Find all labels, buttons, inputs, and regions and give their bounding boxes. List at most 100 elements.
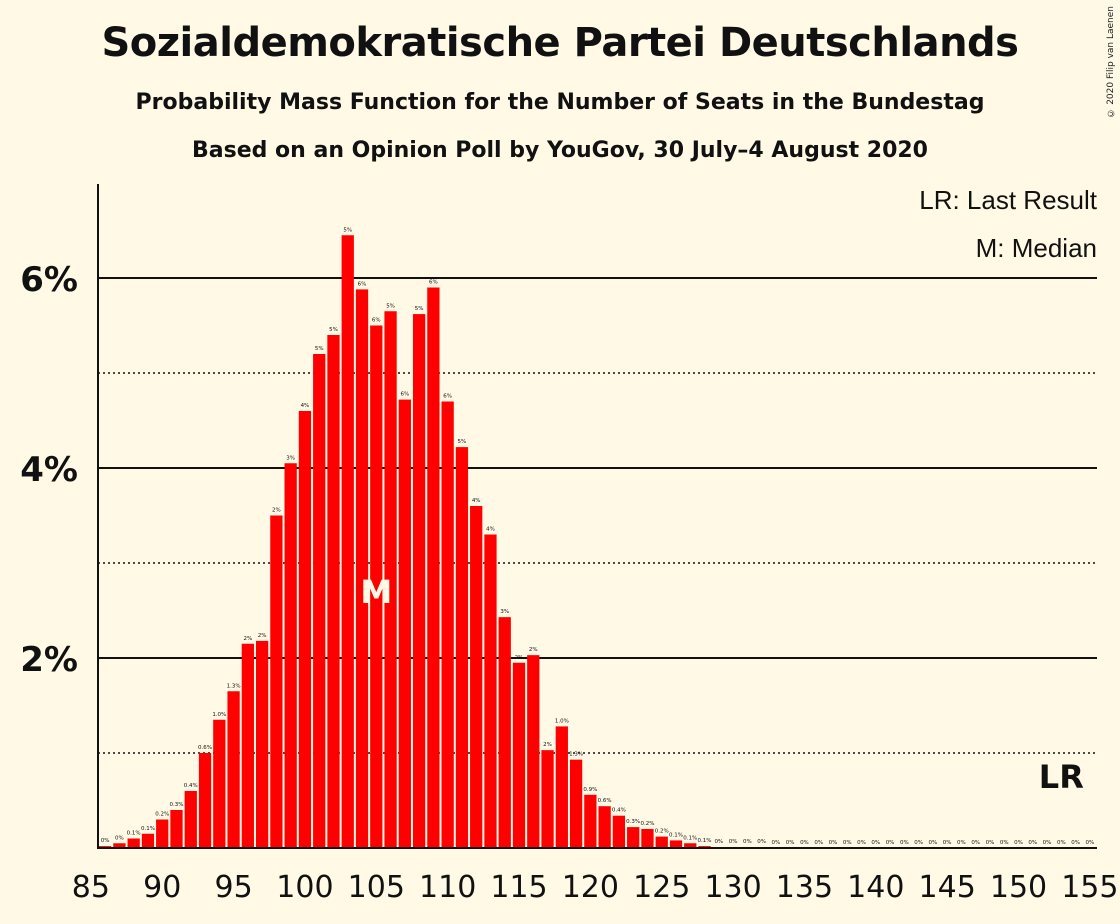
bar-label-127: 0.1% (683, 835, 697, 841)
chart-subtitle: Probability Mass Function for the Number… (135, 90, 985, 115)
legend-median: M: Median (976, 233, 1097, 263)
x-tick-label-105: 105 (348, 870, 405, 905)
chart-subtitle-poll: Based on an Opinion Poll by YouGov, 30 J… (192, 138, 928, 163)
x-tick-label-155: 155 (1061, 870, 1118, 905)
x-tick-label-85: 85 (72, 870, 110, 905)
bar-label-144: 0% (929, 840, 938, 846)
bar-label-101: 5% (315, 346, 324, 352)
bar-label-133: 0% (772, 840, 781, 846)
bar-label-154: 0% (1071, 840, 1080, 846)
x-tick-label-135: 135 (776, 870, 833, 905)
bar-label-100: 4% (301, 403, 310, 409)
x-tick-label-110: 110 (419, 870, 476, 905)
x-tick-label-140: 140 (847, 870, 904, 905)
bar-label-115: 2% (515, 655, 524, 661)
bar-118 (555, 726, 568, 848)
bars (98, 235, 768, 849)
bar-124 (641, 829, 654, 848)
x-tick-label-145: 145 (919, 870, 976, 905)
tick-labels: 85 90 95 100 105 110 115 120 125 130 135 140 145 150 1… (20, 260, 1118, 905)
bar-label-106: 5% (386, 303, 395, 309)
bar-label-142: 0% (900, 840, 909, 846)
x-tick-label-115: 115 (490, 870, 547, 905)
y-tick-label-2: 2% (20, 640, 78, 680)
bar-95 (227, 691, 240, 848)
bar-116 (527, 655, 540, 848)
bar-87 (113, 843, 126, 848)
x-tick-label-125: 125 (633, 870, 690, 905)
bar-label-94: 1.0% (212, 712, 226, 718)
bar-label-126: 0.1% (669, 832, 683, 838)
bar-label-141: 0% (886, 840, 895, 846)
y-tick-label-4: 4% (20, 450, 78, 490)
bar-106 (384, 311, 397, 848)
bar-112 (470, 506, 483, 848)
bar-100 (298, 411, 312, 848)
bar-label-91: 0.3% (170, 802, 184, 808)
bar-label-153: 0% (1057, 840, 1066, 846)
bar-label-134: 0% (786, 840, 795, 846)
bar-label-149: 0% (1000, 840, 1009, 846)
bar-label-107: 6% (400, 392, 409, 398)
legend-last-result: LR: Last Result (919, 185, 1098, 215)
bar-label-113: 4% (486, 527, 495, 533)
bar-label-110: 6% (443, 394, 452, 400)
bar-label-120: 0.9% (583, 787, 597, 793)
bar-label-143: 0% (914, 840, 923, 846)
bar-label-131: 0% (743, 839, 752, 845)
y-tick-label-6: 6% (20, 260, 78, 300)
bar-label-138: 0% (843, 840, 852, 846)
bar-117 (541, 750, 554, 848)
bar-label-118: 1.0% (555, 718, 569, 724)
bar-97 (255, 640, 269, 848)
last-result-marker: LR (1039, 758, 1084, 796)
median-marker: M (360, 573, 392, 611)
axes (97, 184, 1097, 849)
bar-120 (584, 794, 597, 848)
bar-label-95: 1.3% (227, 683, 241, 689)
bar-label-125: 0.2% (655, 829, 669, 835)
bar-101 (313, 354, 326, 848)
bar-label-155: 0% (1085, 840, 1094, 846)
bar-102 (327, 335, 340, 848)
x-tick-label-150: 150 (990, 870, 1047, 905)
bar-label-152: 0% (1043, 840, 1052, 846)
bar-label-112: 4% (472, 498, 481, 504)
bar-label-87: 0% (115, 835, 124, 841)
bar-89 (141, 833, 155, 848)
bar-label-114: 3% (500, 609, 509, 615)
bar-104 (355, 289, 369, 848)
bar-label-140: 0% (871, 840, 880, 846)
bar-label-122: 0.4% (612, 808, 626, 814)
bar-107 (398, 399, 411, 848)
bar-92 (184, 791, 197, 848)
bar-123 (627, 827, 640, 848)
bar-label-111: 5% (458, 439, 467, 445)
bar-label-88: 0.1% (127, 831, 141, 837)
bar-label-97: 2% (258, 633, 267, 639)
bar-label-124: 0.2% (640, 821, 654, 827)
bar-94 (213, 719, 226, 848)
bar-99 (284, 463, 297, 848)
bar-98 (270, 515, 283, 848)
bar-label-136: 0% (814, 840, 823, 846)
bar-label-102: 5% (329, 327, 338, 333)
bar-93 (198, 753, 212, 848)
bar-125 (655, 836, 668, 848)
bar-96 (241, 643, 254, 848)
bar-label-145: 0% (943, 840, 952, 846)
bar-115 (512, 662, 526, 848)
bar-103 (341, 235, 354, 848)
bar-label-99: 3% (286, 455, 295, 461)
bar-label-90: 0.2% (155, 812, 169, 818)
bar-label-119: 1.3% (569, 752, 583, 758)
bar-label-109: 6% (429, 280, 438, 286)
bar-label-146: 0% (957, 840, 966, 846)
bar-label-86: 0% (101, 838, 110, 844)
bar-label-121: 0.6% (598, 798, 612, 804)
bar-label-103: 5% (343, 227, 352, 233)
bar-label-130: 0% (729, 839, 738, 845)
bar-label-117: 2% (543, 742, 552, 748)
bar-label-137: 0% (829, 840, 838, 846)
